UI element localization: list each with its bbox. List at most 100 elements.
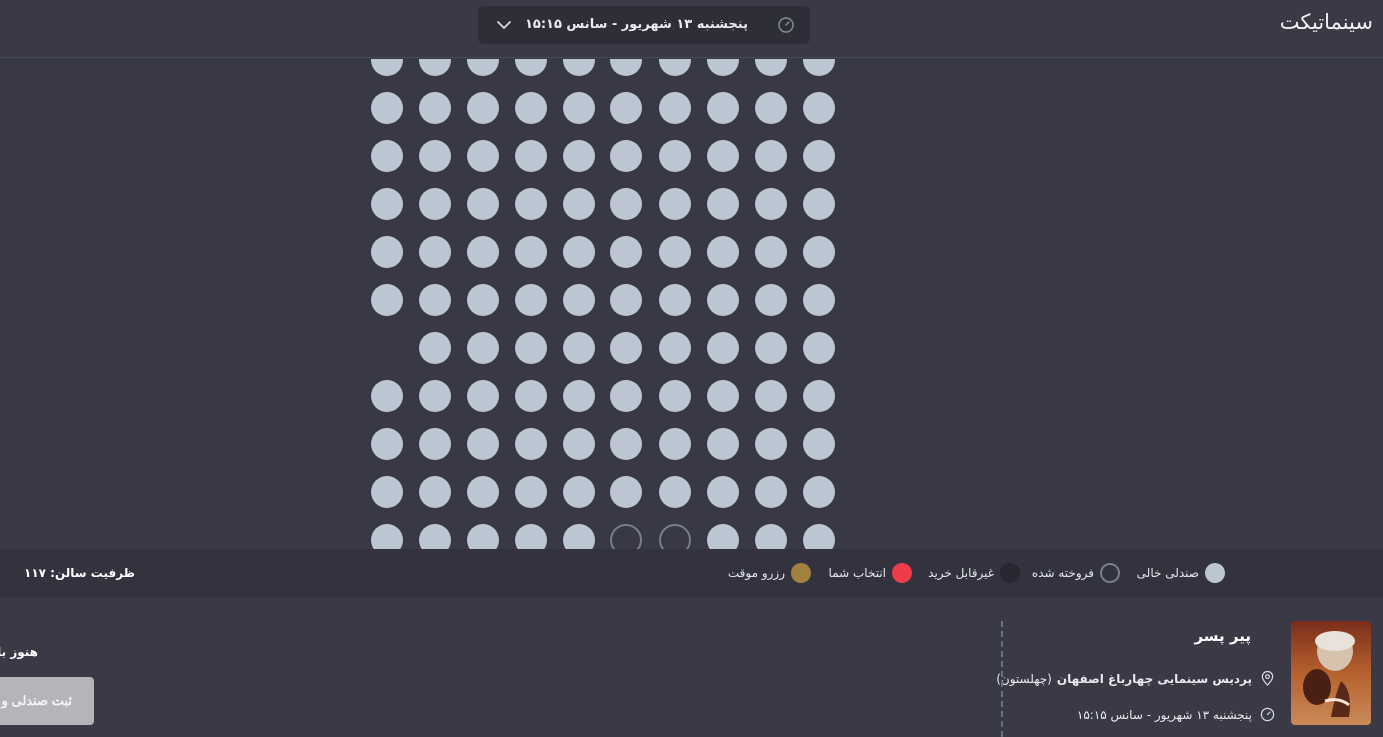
seat[interactable]: [371, 140, 403, 172]
seat[interactable]: [755, 428, 787, 460]
seat[interactable]: [371, 428, 403, 460]
seat[interactable]: [659, 92, 691, 124]
seat[interactable]: [515, 332, 547, 364]
seat[interactable]: [610, 284, 642, 316]
seat[interactable]: [371, 59, 403, 76]
seat[interactable]: [755, 92, 787, 124]
seat[interactable]: [467, 188, 499, 220]
seat[interactable]: [563, 59, 595, 76]
seat[interactable]: [515, 59, 547, 76]
seat[interactable]: [755, 332, 787, 364]
seat[interactable]: [659, 332, 691, 364]
logo[interactable]: سینماتیکت: [1279, 10, 1373, 34]
seat[interactable]: [659, 284, 691, 316]
seat[interactable]: [707, 524, 739, 549]
seat[interactable]: [755, 188, 787, 220]
seat[interactable]: [610, 332, 642, 364]
seat[interactable]: [610, 92, 642, 124]
seat[interactable]: [803, 59, 835, 76]
seat[interactable]: [659, 59, 691, 76]
seat[interactable]: [659, 236, 691, 268]
cinema-name[interactable]: پردیس سینمایی چهارباغ اصفهان: [1056, 671, 1252, 686]
seat[interactable]: [563, 332, 595, 364]
seat[interactable]: [755, 476, 787, 508]
seat[interactable]: [707, 236, 739, 268]
seat[interactable]: [467, 476, 499, 508]
seat[interactable]: [467, 59, 499, 76]
seat[interactable]: [803, 524, 835, 549]
seat[interactable]: [707, 188, 739, 220]
seat[interactable]: [803, 332, 835, 364]
seat[interactable]: [707, 428, 739, 460]
seat[interactable]: [419, 476, 451, 508]
seat[interactable]: [419, 284, 451, 316]
seat[interactable]: [467, 236, 499, 268]
seat[interactable]: [419, 428, 451, 460]
seat[interactable]: [755, 524, 787, 549]
seat[interactable]: [563, 428, 595, 460]
seat[interactable]: [371, 188, 403, 220]
seat[interactable]: [755, 284, 787, 316]
seat[interactable]: [419, 59, 451, 76]
seat[interactable]: [467, 380, 499, 412]
seat[interactable]: [563, 380, 595, 412]
seat[interactable]: [755, 59, 787, 76]
seat[interactable]: [515, 188, 547, 220]
seat[interactable]: [419, 188, 451, 220]
seat[interactable]: [610, 236, 642, 268]
seat[interactable]: [659, 428, 691, 460]
seat[interactable]: [515, 380, 547, 412]
seat[interactable]: [803, 236, 835, 268]
seat[interactable]: [371, 284, 403, 316]
seat[interactable]: [515, 92, 547, 124]
seat[interactable]: [467, 140, 499, 172]
seat[interactable]: [707, 59, 739, 76]
seat[interactable]: [419, 524, 451, 549]
seat[interactable]: [610, 140, 642, 172]
seat[interactable]: [659, 476, 691, 508]
seat[interactable]: [563, 236, 595, 268]
seat[interactable]: [755, 236, 787, 268]
seat[interactable]: [803, 476, 835, 508]
seat[interactable]: [467, 524, 499, 549]
seat[interactable]: [755, 140, 787, 172]
seat[interactable]: [610, 380, 642, 412]
seat[interactable]: [515, 236, 547, 268]
seat[interactable]: [803, 284, 835, 316]
seat[interactable]: [371, 92, 403, 124]
seat[interactable]: [659, 140, 691, 172]
seat[interactable]: [563, 188, 595, 220]
seat[interactable]: [563, 92, 595, 124]
seat[interactable]: [419, 236, 451, 268]
seat[interactable]: [563, 524, 595, 549]
seat[interactable]: [803, 140, 835, 172]
seat[interactable]: [419, 332, 451, 364]
seat[interactable]: [610, 428, 642, 460]
seat[interactable]: [515, 524, 547, 549]
seat[interactable]: [803, 188, 835, 220]
seat[interactable]: [803, 92, 835, 124]
seat[interactable]: [515, 284, 547, 316]
seat[interactable]: [515, 140, 547, 172]
seat[interactable]: [707, 140, 739, 172]
seat[interactable]: [803, 380, 835, 412]
seat[interactable]: [707, 284, 739, 316]
seat[interactable]: [419, 140, 451, 172]
seat[interactable]: [707, 476, 739, 508]
seat[interactable]: [803, 428, 835, 460]
seat[interactable]: [563, 140, 595, 172]
seat[interactable]: [467, 332, 499, 364]
session-selector[interactable]: پنجشنبه ۱۳ شهریور - سانس ۱۵:۱۵: [478, 6, 810, 44]
seat[interactable]: [371, 476, 403, 508]
seat[interactable]: [515, 476, 547, 508]
seat[interactable]: [755, 380, 787, 412]
seat[interactable]: [659, 380, 691, 412]
seat[interactable]: [659, 188, 691, 220]
seat[interactable]: [371, 236, 403, 268]
seat[interactable]: [371, 524, 403, 549]
seat[interactable]: [467, 428, 499, 460]
seat[interactable]: [707, 332, 739, 364]
seat[interactable]: [467, 92, 499, 124]
seat[interactable]: [419, 92, 451, 124]
seat[interactable]: [610, 188, 642, 220]
